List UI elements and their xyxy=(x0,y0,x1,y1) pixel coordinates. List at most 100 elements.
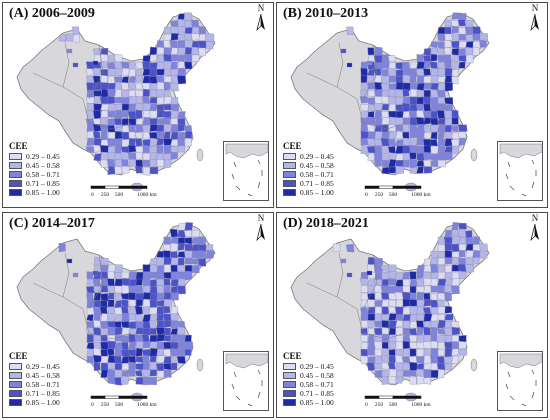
legend-title: CEE xyxy=(9,351,28,361)
region-cell xyxy=(128,68,136,77)
province-boundary xyxy=(62,42,70,88)
region-cell xyxy=(360,104,369,112)
scale-tick-label: 0 xyxy=(91,402,94,408)
region-cell xyxy=(444,97,454,105)
region-cell xyxy=(114,166,123,175)
region-cell xyxy=(458,348,468,356)
legend-swatch xyxy=(9,162,22,169)
region-cell xyxy=(86,75,94,84)
region-cell xyxy=(156,341,166,350)
region-cell xyxy=(128,271,137,280)
region-cell xyxy=(141,334,150,343)
region-cell xyxy=(360,313,370,321)
region-cell xyxy=(184,349,192,356)
region-cell xyxy=(437,124,446,133)
region-cell xyxy=(92,110,102,120)
region-cell xyxy=(346,272,353,278)
legend-swatch xyxy=(9,390,22,397)
region-cell xyxy=(387,139,396,147)
region-cell xyxy=(444,257,453,265)
region-cell xyxy=(444,313,454,321)
region-cell xyxy=(149,258,157,266)
region-cell xyxy=(113,355,122,364)
region-cell xyxy=(163,327,171,336)
province-boundary xyxy=(88,254,104,310)
region-cell xyxy=(451,251,460,258)
scale-tick-label: 1000 km xyxy=(137,192,157,198)
legend-swatch xyxy=(283,372,296,379)
region-cell xyxy=(374,292,382,300)
scale-tick-label: 250 xyxy=(375,402,384,408)
region-cell xyxy=(360,307,368,314)
region-cell xyxy=(360,61,368,69)
region-cell xyxy=(100,355,109,364)
region-cell xyxy=(170,131,179,140)
region-cell xyxy=(451,327,460,336)
region-cell xyxy=(72,62,79,68)
region-cell xyxy=(409,117,418,127)
region-cell xyxy=(458,341,467,349)
region-cell xyxy=(177,54,186,62)
region-cell xyxy=(149,313,158,322)
region-cell xyxy=(444,81,453,92)
region-cell xyxy=(444,363,452,371)
region-cell xyxy=(100,257,109,265)
region-cell xyxy=(184,334,192,343)
region-cell xyxy=(135,314,143,323)
region-cell xyxy=(458,250,466,258)
region-cell xyxy=(127,111,137,120)
region-cell xyxy=(114,321,122,329)
region-cell xyxy=(381,145,390,155)
region-cell xyxy=(444,61,452,70)
region-cell xyxy=(395,376,403,384)
region-cell xyxy=(423,347,432,356)
region-cell xyxy=(142,306,150,314)
region-cell xyxy=(170,151,178,160)
region-cell xyxy=(374,110,383,120)
region-cell xyxy=(134,166,143,174)
province-boundary xyxy=(336,42,344,88)
region-cell xyxy=(170,313,179,322)
region-cell xyxy=(86,131,94,139)
province-boundary xyxy=(306,282,364,334)
region-cell xyxy=(86,278,95,286)
region-cell xyxy=(142,341,151,349)
legend-label: 0.58 – 0.71 xyxy=(26,170,60,179)
region-cell xyxy=(423,103,431,112)
region-cell xyxy=(169,83,179,92)
region-cell xyxy=(85,146,96,153)
region-cell xyxy=(142,278,151,287)
region-cell xyxy=(340,48,347,54)
legend-entry: 0.71 – 0.85 xyxy=(9,389,60,398)
region-cell xyxy=(387,68,397,78)
region-cell xyxy=(437,118,446,125)
legend-label: 0.29 – 0.45 xyxy=(26,362,60,371)
region-cell xyxy=(114,104,122,111)
region-cell xyxy=(423,60,432,69)
region-cell xyxy=(107,271,115,280)
region-cell xyxy=(381,103,390,111)
scale-tick-label: 250 xyxy=(101,402,110,408)
choropleth-map xyxy=(16,222,216,402)
region-cell xyxy=(388,327,397,336)
region-cell xyxy=(451,235,460,246)
region-cell xyxy=(458,137,466,146)
scale-bar: 0 250 500 1000 km xyxy=(87,184,162,200)
region-cell xyxy=(430,124,438,133)
region-cell xyxy=(437,236,446,245)
region-cell xyxy=(121,356,130,365)
north-arrow-icon xyxy=(530,13,539,32)
region-cell xyxy=(402,74,411,84)
region-cell xyxy=(430,160,439,168)
map-panel-d: (D) 2018–2021 N CEE 0.29 – 0.45 0.45 – 0.58 0… xyxy=(276,212,548,418)
region-cell xyxy=(177,348,187,356)
region-cell xyxy=(423,265,432,273)
legend-entry: 0.29 – 0.45 xyxy=(283,362,334,371)
taiwan-island xyxy=(470,358,478,372)
region-cell xyxy=(163,335,171,342)
region-cell xyxy=(451,34,460,41)
region-cell xyxy=(465,54,474,64)
region-cell xyxy=(416,326,424,336)
region-cell xyxy=(360,342,368,350)
region-cell xyxy=(381,153,389,160)
